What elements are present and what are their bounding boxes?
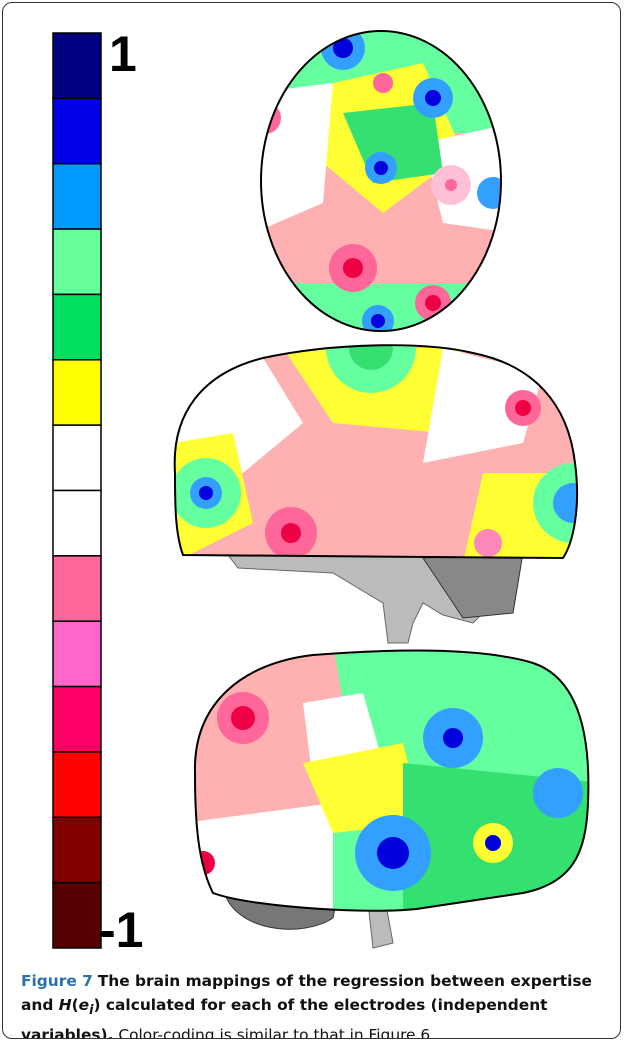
caption-text: calculated for each of the electrodes (i… bbox=[21, 996, 548, 1039]
colorbar-swatch bbox=[52, 489, 102, 557]
colorbar-min-label: -1 bbox=[99, 902, 143, 958]
figure-caption: Figure 7 The brain mappings of the regre… bbox=[21, 969, 620, 1039]
figure: 1 -1 bbox=[52, 26, 590, 958]
caption-text: H bbox=[58, 996, 72, 1014]
caption-note: Color-coding is similar to that in Figur… bbox=[118, 1026, 436, 1039]
colorbar-swatch bbox=[52, 424, 102, 492]
colorbar-swatch bbox=[52, 228, 102, 296]
colorbar-swatch bbox=[52, 685, 102, 753]
colorbar-swatch bbox=[52, 620, 102, 688]
figure-label: Figure 7 bbox=[21, 972, 93, 990]
colorbar-swatch bbox=[52, 97, 102, 165]
colorbar-swatch bbox=[52, 751, 102, 819]
colorbar-swatch bbox=[52, 32, 102, 100]
colorbar bbox=[52, 32, 102, 949]
colorbar-swatch bbox=[52, 162, 102, 230]
colorbar-swatch bbox=[52, 359, 102, 426]
brain-sagittal-right bbox=[193, 649, 590, 949]
colorbar-swatch bbox=[52, 881, 102, 949]
caption-text: e bbox=[78, 996, 90, 1014]
colorbar-swatch bbox=[52, 293, 102, 361]
brain-sagittal bbox=[173, 344, 579, 644]
caption-text: The brain mappings of the regression bet… bbox=[21, 972, 592, 1014]
colorbar-swatch bbox=[52, 816, 102, 884]
colorbar-swatch bbox=[52, 555, 102, 622]
brain-axial bbox=[260, 30, 502, 332]
colorbar-max-label: 1 bbox=[109, 26, 137, 82]
caption-text: i bbox=[89, 1003, 94, 1019]
